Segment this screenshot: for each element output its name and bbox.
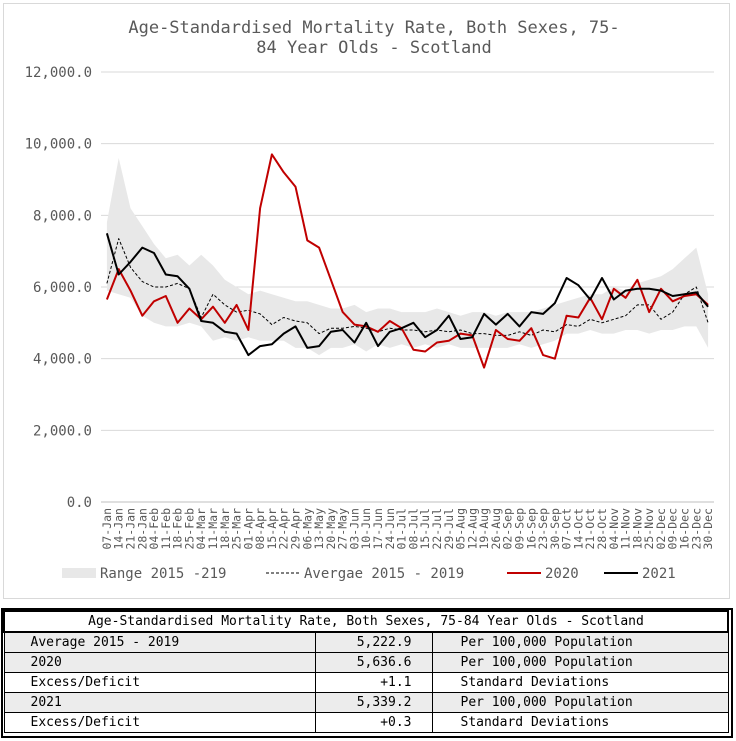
y-tick-label: 0.0 xyxy=(67,495,92,511)
row-label: 2020 xyxy=(3,652,316,673)
x-tick-label: 05-Aug xyxy=(454,508,468,550)
row-unit: Per 100,000 Population xyxy=(431,631,729,653)
legend-label: 2021 xyxy=(642,566,676,582)
line-chart: 0.0 2,000.0 4,000.0 6,000.0 8,000.0 10,000.0 1… xyxy=(25,65,716,582)
x-tick-label: 22-Apr xyxy=(277,508,291,550)
row-value: 5,636.6 xyxy=(314,652,433,673)
legend-label: 2020 xyxy=(545,566,579,582)
table-title-row: Age-Standardised Mortality Rate, Both Se… xyxy=(3,610,729,633)
table-row: 2020 5,636.6 Per 100,000 Population xyxy=(3,652,729,673)
x-tick-label: 25-Mar xyxy=(230,508,244,550)
series-line-2020 xyxy=(105,153,709,369)
x-tick-label: 20-May xyxy=(324,508,338,550)
legend-swatch-range xyxy=(62,568,96,578)
table-row: Excess/Deficit +1.1 Standard Deviations xyxy=(3,672,729,693)
table-row: 2021 5,339.2 Per 100,000 Population xyxy=(3,692,729,713)
x-tick-label: 07-Jan xyxy=(100,508,114,550)
row-value: 5,339.2 xyxy=(314,692,433,713)
x-tick-label: 15-Apr xyxy=(265,508,279,550)
x-tick-label: 29-Jul xyxy=(442,508,456,550)
x-tick-label: 01-Apr xyxy=(241,508,255,550)
x-tick-label: 08-Apr xyxy=(253,508,267,550)
table-row: Excess/Deficit +0.3 Standard Deviations xyxy=(3,712,729,733)
y-tick-label: 8,000.0 xyxy=(33,208,92,224)
x-tick-label: 25-Feb xyxy=(182,508,196,550)
x-tick-label: 02-Sep xyxy=(501,508,515,550)
x-tick-label: 02-Dec xyxy=(654,508,668,550)
row-value: +0.3 xyxy=(314,712,433,733)
row-value: 5,222.9 xyxy=(314,631,433,653)
x-tick-label: 18-Feb xyxy=(171,508,185,550)
x-tick-label: 14-Oct xyxy=(571,508,585,550)
x-tick-label: 23-Sep xyxy=(536,508,550,550)
x-tick-label: 10-Jun xyxy=(359,508,373,550)
x-tick-label: 04-Mar xyxy=(194,508,208,550)
x-tick-label: 28-Jan xyxy=(135,508,149,550)
x-tick-label: 29-Apr xyxy=(289,508,303,550)
row-unit: Standard Deviations xyxy=(431,672,729,693)
x-tick-label: 28-Oct xyxy=(595,508,609,550)
row-unit: Per 100,000 Population xyxy=(431,692,729,713)
y-tick-label: 6,000.0 xyxy=(33,280,92,296)
x-tick-label: 01-Jul xyxy=(395,508,409,550)
range-band xyxy=(106,158,709,356)
x-tick-label: 09-Dec xyxy=(666,508,680,550)
x-tick-label: 04-Nov xyxy=(607,508,621,550)
x-tick-label: 11-Nov xyxy=(619,508,633,550)
row-label: 2021 xyxy=(3,692,316,713)
table-title: Age-Standardised Mortality Rate, Both Se… xyxy=(3,610,729,633)
y-tick-label: 12,000.0 xyxy=(25,65,92,81)
x-tick-label: 09-Sep xyxy=(512,508,526,550)
x-tick-label: 25-Nov xyxy=(642,508,656,550)
y-tick-label: 4,000.0 xyxy=(33,352,92,368)
x-tick-label: 23-Dec xyxy=(689,508,703,550)
row-label: Excess/Deficit xyxy=(3,712,316,733)
x-tick-label: 03-Jun xyxy=(347,508,361,550)
x-tick-label: 26-Aug xyxy=(489,508,503,550)
chart-title: Age-Standardised Mortality Rate, Both Se… xyxy=(128,18,620,58)
x-tick-label: 30-Dec xyxy=(701,508,715,550)
x-tick-label: 21-Oct xyxy=(583,508,597,550)
x-tick-label: 15-Jul xyxy=(418,508,432,550)
x-tick-label: 27-May xyxy=(336,508,350,550)
x-tick-label: 22-Jul xyxy=(430,508,444,550)
x-tick-label: 13-May xyxy=(312,508,326,550)
row-label: Average 2015 - 2019 xyxy=(3,631,316,653)
series-line-avergae-2015---2019 xyxy=(106,238,709,336)
x-tick-label: 21-Jan xyxy=(123,508,137,550)
chart-area: Age-Standardised Mortality Rate, Both Se… xyxy=(3,3,730,599)
x-tick-label: 18-Mar xyxy=(218,508,232,550)
row-unit: Standard Deviations xyxy=(431,712,729,733)
x-tick-label: 12-Aug xyxy=(465,508,479,550)
x-tick-label: 30-Sep xyxy=(548,508,562,550)
x-tick-label: 18-Nov xyxy=(630,508,644,550)
x-tick-label: 08-Jul xyxy=(406,508,420,550)
x-tick-label: 17-Jun xyxy=(371,508,385,550)
x-tick-label: 06-May xyxy=(300,508,314,550)
x-tick-label: 11-Mar xyxy=(206,508,220,550)
table-row: Average 2015 - 2019 5,222.9 Per 100,000 … xyxy=(3,631,729,653)
summary-table: Age-Standardised Mortality Rate, Both Se… xyxy=(3,610,729,733)
x-tick-label: 14-Jan xyxy=(112,508,126,550)
x-tick-label: 24-Jun xyxy=(383,508,397,550)
row-unit: Per 100,000 Population xyxy=(431,652,729,673)
x-tick-label: 07-Oct xyxy=(560,508,574,550)
y-tick-label: 10,000.0 xyxy=(25,137,92,153)
legend-label: Range 2015 -219 xyxy=(100,566,226,582)
row-value: +1.1 xyxy=(314,672,433,693)
x-tick-label: 04-Feb xyxy=(147,508,161,550)
x-tick-label: 11-Feb xyxy=(159,508,173,550)
x-tick-label: 16-Sep xyxy=(524,508,538,550)
row-label: Excess/Deficit xyxy=(3,672,316,693)
legend-label: Avergae 2015 - 2019 xyxy=(304,566,464,582)
x-tick-label: 16-Dec xyxy=(678,508,692,550)
series-line-2021 xyxy=(105,233,709,357)
y-tick-label: 2,000.0 xyxy=(33,423,92,439)
x-tick-label: 19-Aug xyxy=(477,508,491,550)
